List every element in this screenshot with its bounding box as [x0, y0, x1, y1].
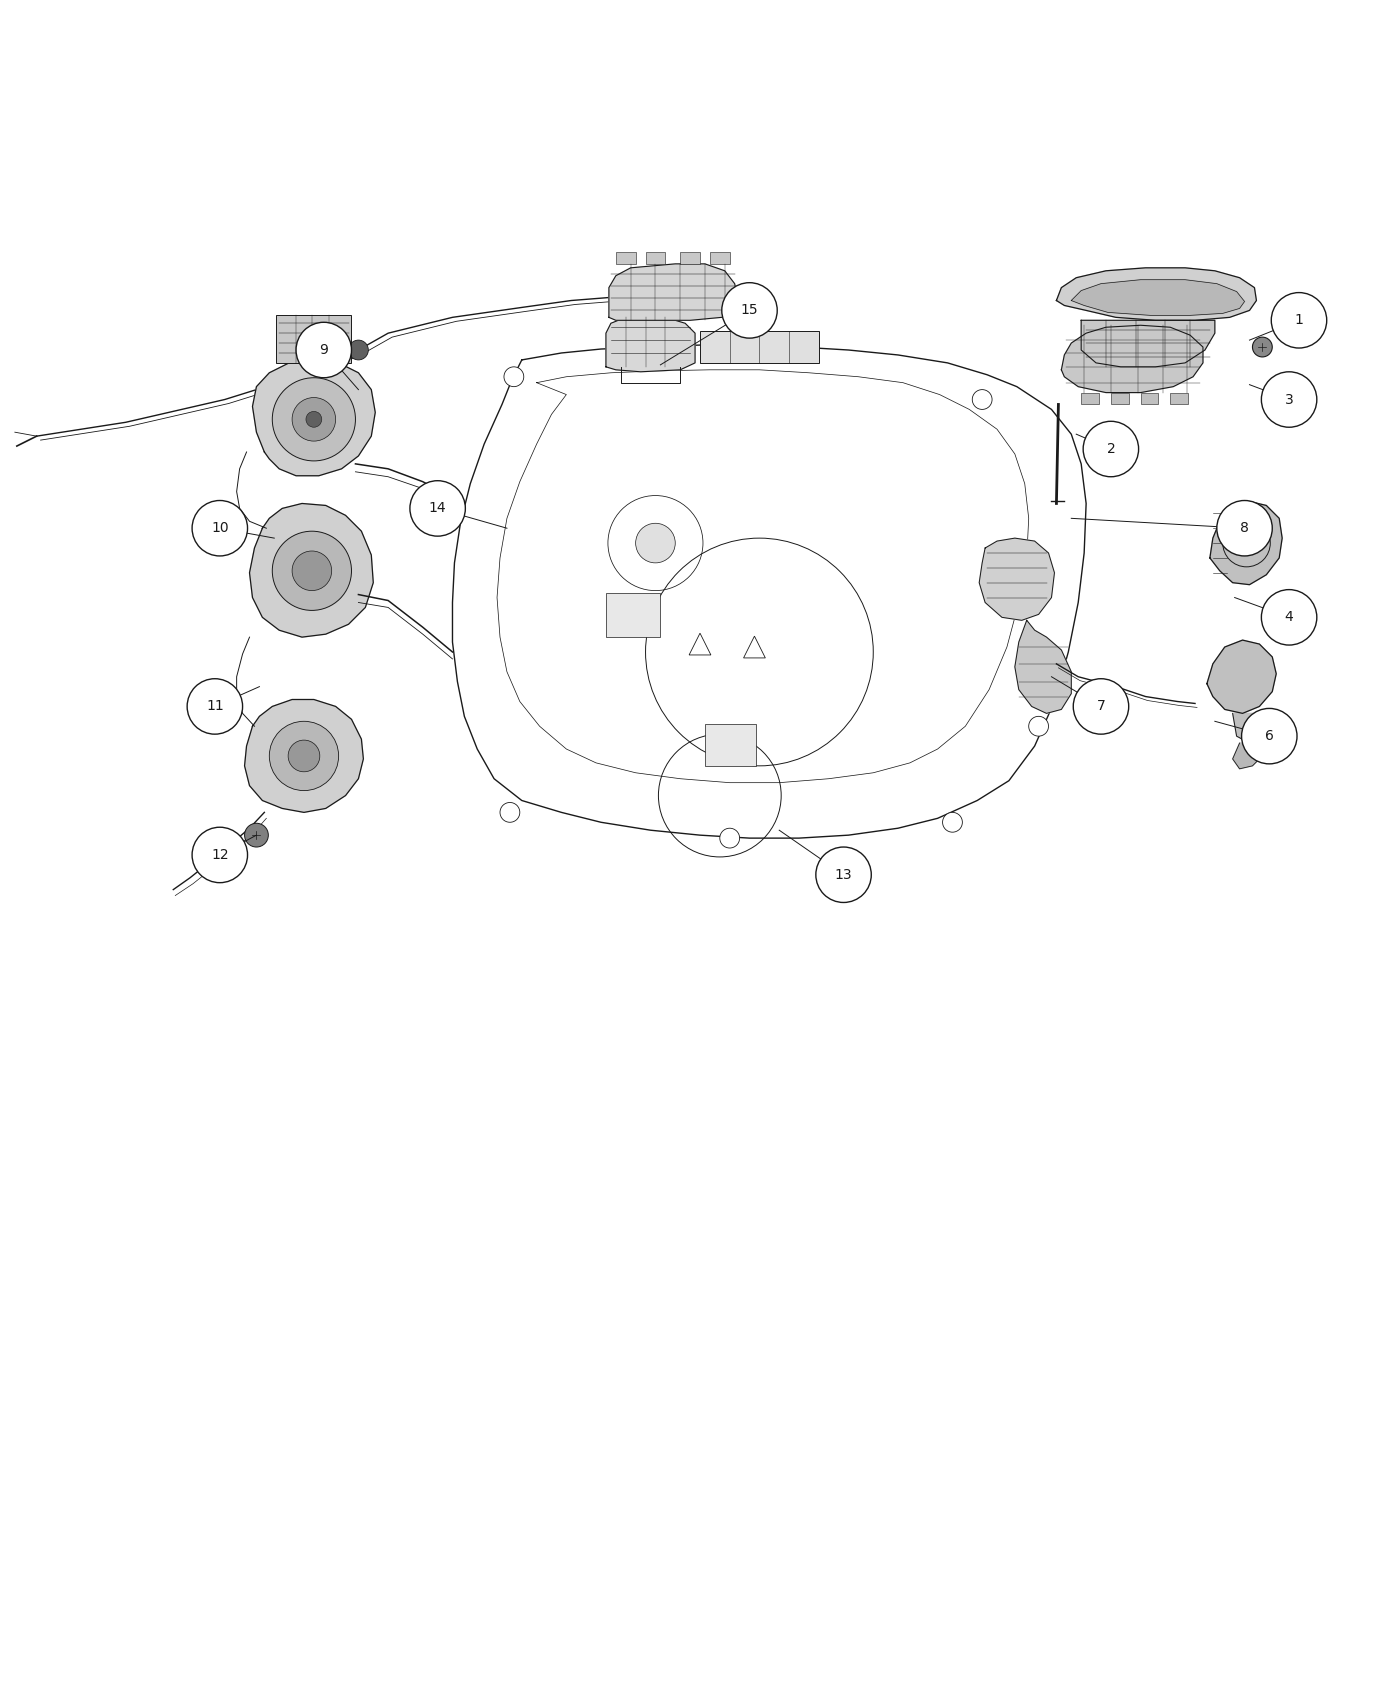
Polygon shape [1057, 269, 1256, 320]
Circle shape [1261, 590, 1317, 644]
Polygon shape [1232, 743, 1263, 768]
Polygon shape [245, 699, 364, 813]
FancyBboxPatch shape [645, 252, 665, 264]
Circle shape [1253, 337, 1273, 357]
FancyBboxPatch shape [710, 252, 729, 264]
FancyBboxPatch shape [1170, 393, 1189, 405]
Circle shape [1217, 500, 1273, 556]
FancyBboxPatch shape [606, 593, 661, 638]
Circle shape [269, 721, 339, 790]
Polygon shape [1232, 714, 1267, 743]
FancyBboxPatch shape [616, 252, 636, 264]
Polygon shape [1015, 620, 1071, 714]
Text: 4: 4 [1285, 610, 1294, 624]
Text: 3: 3 [1285, 393, 1294, 406]
FancyBboxPatch shape [276, 316, 350, 362]
Circle shape [192, 500, 248, 556]
Circle shape [942, 813, 962, 833]
Text: 8: 8 [1240, 522, 1249, 536]
Text: 1: 1 [1295, 313, 1303, 328]
Circle shape [504, 367, 524, 386]
Circle shape [1029, 716, 1049, 736]
FancyBboxPatch shape [680, 252, 700, 264]
Circle shape [188, 678, 242, 734]
Circle shape [816, 847, 871, 903]
Circle shape [1261, 372, 1317, 427]
Circle shape [500, 802, 519, 823]
Text: 10: 10 [211, 522, 228, 536]
Text: 9: 9 [319, 343, 328, 357]
Circle shape [972, 389, 993, 410]
Text: 6: 6 [1264, 729, 1274, 743]
Text: 14: 14 [428, 502, 447, 515]
Polygon shape [452, 345, 1086, 838]
Circle shape [636, 524, 675, 563]
Circle shape [192, 828, 248, 882]
Polygon shape [1061, 325, 1203, 393]
FancyBboxPatch shape [700, 332, 819, 362]
FancyBboxPatch shape [1141, 393, 1158, 405]
Circle shape [293, 398, 336, 440]
Polygon shape [606, 318, 694, 372]
FancyBboxPatch shape [706, 724, 756, 765]
Polygon shape [1071, 280, 1245, 316]
Circle shape [295, 323, 351, 377]
FancyBboxPatch shape [1110, 393, 1128, 405]
Circle shape [307, 411, 322, 427]
Text: 2: 2 [1106, 442, 1116, 456]
Polygon shape [609, 264, 738, 320]
Circle shape [1074, 678, 1128, 734]
Circle shape [1271, 292, 1327, 348]
Polygon shape [252, 360, 375, 476]
Circle shape [722, 282, 777, 338]
Circle shape [245, 823, 269, 847]
Circle shape [272, 530, 351, 610]
Polygon shape [1210, 502, 1282, 585]
Circle shape [293, 551, 332, 590]
Circle shape [272, 377, 356, 461]
Polygon shape [249, 503, 374, 638]
Circle shape [1236, 534, 1256, 552]
Text: 11: 11 [206, 699, 224, 714]
Text: 7: 7 [1096, 699, 1106, 714]
Text: 13: 13 [834, 867, 853, 882]
Circle shape [410, 481, 465, 536]
Circle shape [349, 340, 368, 360]
Text: 12: 12 [211, 848, 228, 862]
Circle shape [1084, 422, 1138, 476]
Circle shape [720, 828, 739, 848]
Polygon shape [1207, 641, 1277, 714]
Text: 15: 15 [741, 303, 759, 318]
FancyBboxPatch shape [1081, 393, 1099, 405]
Circle shape [288, 740, 319, 772]
Circle shape [1242, 709, 1296, 763]
Polygon shape [979, 539, 1054, 620]
Polygon shape [1081, 320, 1215, 367]
